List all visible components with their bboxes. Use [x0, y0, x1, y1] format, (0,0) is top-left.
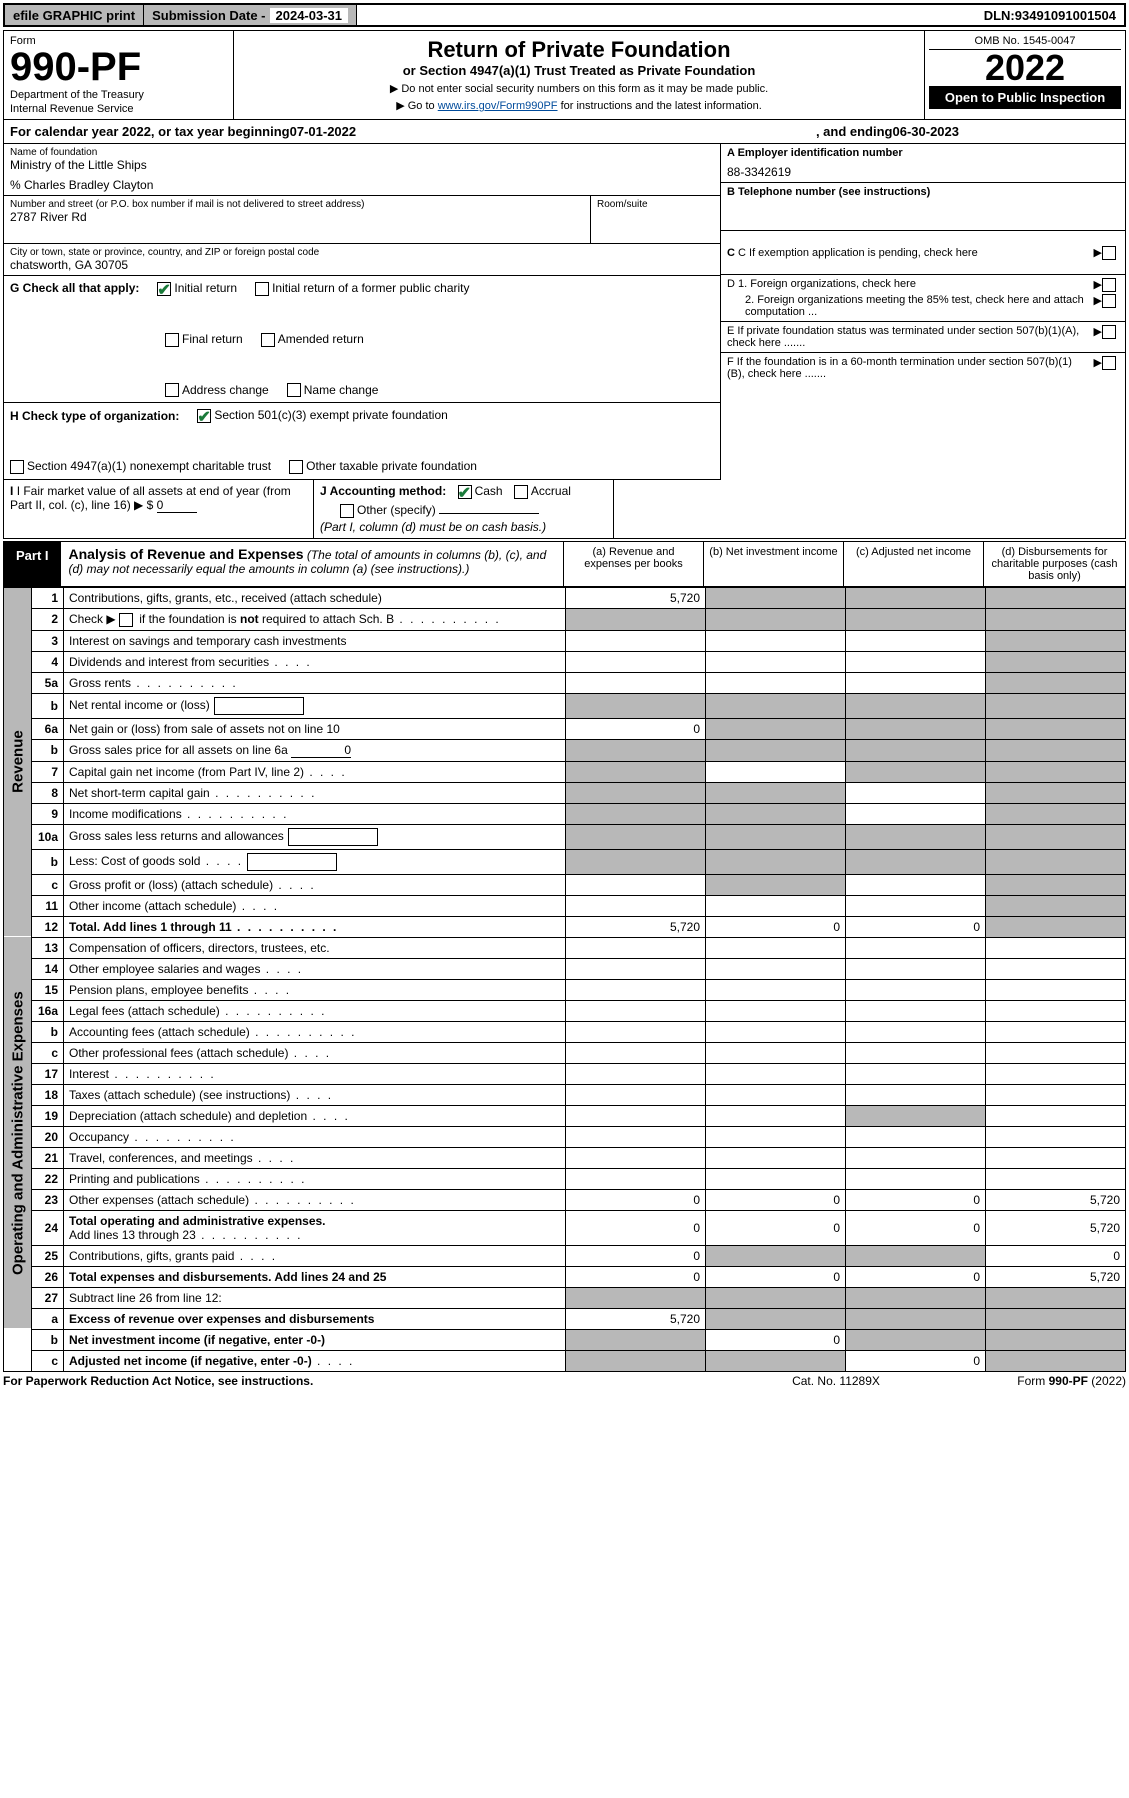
- checkbox-initial-former[interactable]: [255, 282, 269, 296]
- checkbox-accrual[interactable]: [514, 485, 528, 499]
- foundation-name: Ministry of the Little Ships: [10, 158, 714, 172]
- form-subtitle: or Section 4947(a)(1) Trust Treated as P…: [240, 63, 918, 78]
- checkbox-other-taxable[interactable]: [289, 460, 303, 474]
- col-c-hdr: (c) Adjusted net income: [843, 542, 983, 586]
- header-right: OMB No. 1545-0047 2022 Open to Public In…: [925, 31, 1125, 119]
- city-cell: City or town, state or province, country…: [4, 244, 720, 276]
- checkbox-501c3[interactable]: [197, 409, 211, 423]
- part1-tab: Part I: [4, 542, 61, 586]
- f-cell-continued: [614, 480, 1125, 538]
- checkbox-initial[interactable]: [157, 282, 171, 296]
- checkbox-cash[interactable]: [458, 485, 472, 499]
- col-d-hdr: (d) Disbursements for charitable purpose…: [983, 542, 1125, 586]
- checkbox-final[interactable]: [165, 333, 179, 347]
- submission-date: 2024-03-31: [270, 8, 349, 23]
- col-a-hdr: (a) Revenue and expenses per books: [563, 542, 703, 586]
- d-cell: D 1. Foreign organizations, check here▶ …: [721, 275, 1125, 322]
- f-cell: F If the foundation is in a 60-month ter…: [721, 353, 1125, 383]
- header-left: Form 990-PF Department of the Treasury I…: [4, 31, 234, 119]
- c-cell: C C If exemption application is pending,…: [721, 231, 1125, 275]
- checkbox-d1[interactable]: [1102, 278, 1116, 292]
- efile-label: efile GRAPHIC print: [5, 5, 144, 25]
- expenses-sidebar: Operating and Administrative Expenses: [4, 937, 32, 1329]
- checkbox-c[interactable]: [1102, 246, 1116, 260]
- j-cell: J Accounting method: Cash Accrual Other …: [314, 480, 614, 538]
- r12-b: 0: [706, 916, 846, 937]
- footer-left: For Paperwork Reduction Act Notice, see …: [3, 1374, 726, 1388]
- r12-a: 5,720: [566, 916, 706, 937]
- dept-2: Internal Revenue Service: [10, 103, 227, 115]
- instr-1: ▶ Do not enter social security numbers o…: [240, 82, 918, 95]
- revenue-sidebar: Revenue: [4, 587, 32, 937]
- ein-cell: A Employer identification number 88-3342…: [721, 144, 1125, 183]
- checkbox-e[interactable]: [1102, 325, 1116, 339]
- submission-date-label: Submission Date - 2024-03-31: [144, 5, 357, 25]
- fmv-value: 0: [157, 498, 197, 513]
- part1-table: Revenue 1Contributions, gifts, grants, e…: [3, 587, 1126, 1372]
- open-inspection: Open to Public Inspection: [929, 86, 1121, 109]
- r6a-a: 0: [566, 718, 706, 739]
- checkbox-4947[interactable]: [10, 460, 24, 474]
- entity-info: Name of foundation Ministry of the Littl…: [3, 144, 1126, 480]
- info-right: A Employer identification number 88-3342…: [720, 144, 1125, 480]
- ty-end: 06-30-2023: [893, 124, 960, 139]
- footer-center: Cat. No. 11289X: [726, 1374, 946, 1388]
- checkbox-other-method[interactable]: [340, 504, 354, 518]
- dln: DLN: 93491091001504: [976, 5, 1124, 25]
- name-cell: Name of foundation Ministry of the Littl…: [4, 144, 720, 196]
- r1-a: 5,720: [566, 587, 706, 608]
- box-10a: [288, 828, 378, 846]
- phone-cell: B Telephone number (see instructions): [721, 183, 1125, 231]
- irs-link[interactable]: www.irs.gov/Form990PF: [438, 100, 558, 112]
- street-address: 2787 River Rd: [10, 210, 584, 224]
- instr-2: ▶ Go to www.irs.gov/Form990PF for instru…: [240, 99, 918, 112]
- header-center: Return of Private Foundation or Section …: [234, 31, 925, 119]
- addr-cell: Number and street (or P.O. box number if…: [4, 196, 590, 244]
- i-cell: I I Fair market value of all assets at e…: [4, 480, 314, 538]
- col-b-hdr: (b) Net investment income: [703, 542, 843, 586]
- form-title: Return of Private Foundation: [240, 37, 918, 63]
- g-row: G Check all that apply: Initial return I…: [4, 276, 720, 403]
- r27c-c: 0: [846, 1350, 986, 1371]
- checkbox-sch-b[interactable]: [119, 613, 133, 627]
- e-cell: E If private foundation status was termi…: [721, 322, 1125, 353]
- top-bar: efile GRAPHIC print Submission Date - 20…: [3, 3, 1126, 27]
- checkbox-name-change[interactable]: [287, 383, 301, 397]
- ty-begin: 07-01-2022: [290, 124, 357, 139]
- ij-row: I I Fair market value of all assets at e…: [3, 480, 1126, 539]
- calendar-year-row: For calendar year 2022, or tax year begi…: [3, 120, 1126, 144]
- checkbox-amended[interactable]: [261, 333, 275, 347]
- form-number: 990-PF: [10, 47, 227, 87]
- tax-year: 2022: [929, 50, 1121, 86]
- checkbox-addr-change[interactable]: [165, 383, 179, 397]
- r6b-val: 0: [291, 743, 351, 758]
- box-10b: [247, 853, 337, 871]
- room-cell: Room/suite: [590, 196, 720, 244]
- ein: 88-3342619: [727, 165, 1119, 179]
- checkbox-f[interactable]: [1102, 356, 1116, 370]
- part1-title: Analysis of Revenue and Expenses (The to…: [61, 542, 563, 586]
- box-5b: [214, 697, 304, 715]
- page-footer: For Paperwork Reduction Act Notice, see …: [3, 1374, 1126, 1388]
- dept-1: Department of the Treasury: [10, 89, 227, 101]
- r27b-b: 0: [706, 1329, 846, 1350]
- checkbox-d2[interactable]: [1102, 294, 1116, 308]
- care-of: % Charles Bradley Clayton: [10, 178, 714, 192]
- footer-right: Form 990-PF (2022): [946, 1374, 1126, 1388]
- r27a-a: 5,720: [566, 1308, 706, 1329]
- form-header: Form 990-PF Department of the Treasury I…: [3, 30, 1126, 120]
- city-state-zip: chatsworth, GA 30705: [10, 258, 714, 272]
- part1-header: Part I Analysis of Revenue and Expenses …: [3, 541, 1126, 587]
- info-left: Name of foundation Ministry of the Littl…: [4, 144, 720, 480]
- h-row: H Check type of organization: Section 50…: [4, 403, 720, 480]
- r12-c: 0: [846, 916, 986, 937]
